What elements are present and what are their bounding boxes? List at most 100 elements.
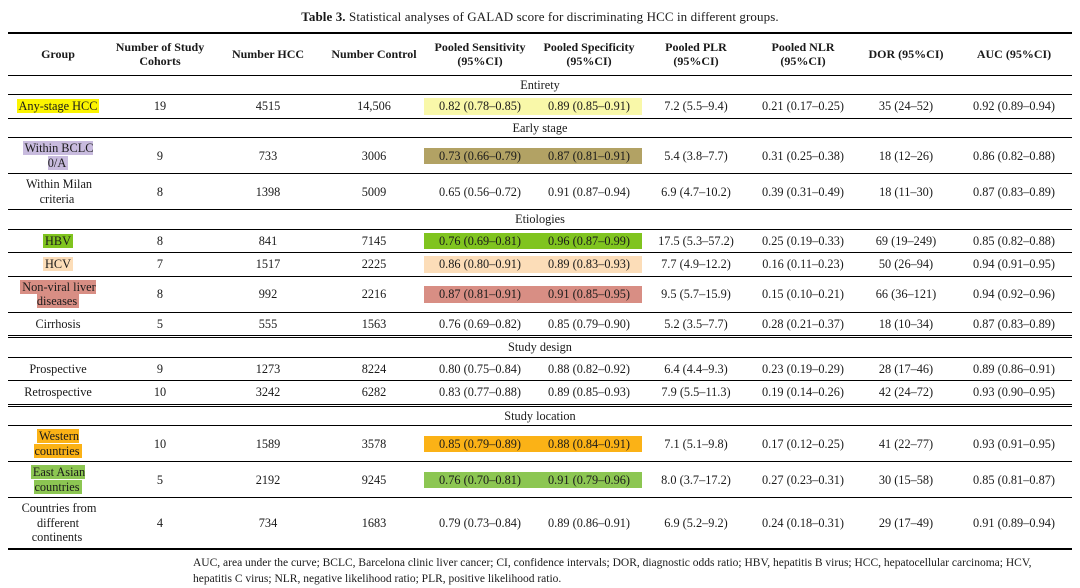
col-header-nlr: Pooled NLR (95%CI)	[750, 31, 856, 76]
cell-auc: 0.86 (0.82–0.88)	[956, 137, 1072, 175]
cell-specificity: 0.89 (0.85–0.91)	[536, 94, 642, 119]
table-row-hbv: HBV 8 841 7145 0.76 (0.69–0.81) 0.96 (0.…	[8, 229, 1072, 254]
cell-specificity: 0.89 (0.85–0.93)	[536, 380, 642, 406]
group-label: Within Milan criteria	[25, 177, 93, 206]
table-row-nonviral: Non-viral liver diseases 8 992 2216 0.87…	[8, 276, 1072, 313]
col-header-control: Number Control	[324, 31, 424, 76]
cell-dor: 28 (17–46)	[856, 357, 956, 382]
cell-dor: 66 (36–121)	[856, 276, 956, 313]
cell-control: 7145	[324, 229, 424, 254]
cell-nlr: 0.15 (0.10–0.21)	[750, 276, 856, 313]
cell-group: Cirrhosis	[8, 312, 108, 338]
cell-specificity: 0.88 (0.84–0.91)	[536, 425, 642, 463]
section-row-entirety: Entirety	[8, 75, 1072, 96]
table-title-text: Statistical analyses of GALAD score for …	[349, 9, 779, 24]
cell-specificity: 0.91 (0.87–0.94)	[536, 173, 642, 211]
table-row-within-bclc: Within BCLC 0/A 9 733 3006 0.73 (0.66–0.…	[8, 137, 1072, 175]
cell-plr: 7.2 (5.5–9.4)	[642, 94, 750, 119]
cell-plr: 6.9 (5.2–9.2)	[642, 497, 750, 550]
cell-sensitivity: 0.65 (0.56–0.72)	[424, 173, 536, 211]
cell-sensitivity: 0.76 (0.70–0.81)	[424, 461, 536, 499]
cell-specificity: 0.89 (0.86–0.91)	[536, 497, 642, 550]
group-label: HCV	[43, 257, 73, 272]
cell-group: HBV	[8, 229, 108, 254]
cell-plr: 6.4 (4.4–9.3)	[642, 357, 750, 382]
cell-dor: 42 (24–72)	[856, 380, 956, 406]
group-label: Non-viral liver diseases	[20, 279, 96, 309]
cell-nlr: 0.16 (0.11–0.23)	[750, 252, 856, 277]
cell-auc: 0.94 (0.92–0.96)	[956, 276, 1072, 313]
cell-dor: 18 (10–34)	[856, 312, 956, 338]
cell-hcc: 992	[212, 276, 324, 313]
cell-auc: 0.89 (0.86–0.91)	[956, 357, 1072, 382]
cell-hcc: 4515	[212, 94, 324, 119]
cell-plr: 5.2 (3.5–7.7)	[642, 312, 750, 338]
col-header-hcc: Number HCC	[212, 31, 324, 76]
col-header-dor: DOR (95%CI)	[856, 31, 956, 76]
cell-auc: 0.94 (0.91–0.95)	[956, 252, 1072, 277]
cell-cohorts: 10	[108, 425, 212, 463]
cell-control: 14,506	[324, 94, 424, 119]
cell-dor: 30 (15–58)	[856, 461, 956, 499]
col-header-group: Group	[8, 31, 108, 76]
cell-hcc: 1398	[212, 173, 324, 211]
cell-dor: 35 (24–52)	[856, 94, 956, 119]
header-row: Group Number of Study Cohorts Number HCC…	[8, 31, 1072, 76]
cell-cohorts: 7	[108, 252, 212, 277]
cell-dor: 18 (11–30)	[856, 173, 956, 211]
cell-group: HCV	[8, 252, 108, 277]
cell-plr: 7.1 (5.1–9.8)	[642, 425, 750, 463]
col-header-plr: Pooled PLR (95%CI)	[642, 31, 750, 76]
cell-auc: 0.93 (0.91–0.95)	[956, 425, 1072, 463]
cell-specificity: 0.91 (0.85–0.95)	[536, 276, 642, 313]
table-row-different-continents: Countries from different continents 4 73…	[8, 497, 1072, 550]
galad-statistics-table: Group Number of Study Cohorts Number HCC…	[8, 31, 1072, 550]
cell-plr: 17.5 (5.3–57.2)	[642, 229, 750, 254]
cell-auc: 0.85 (0.81–0.87)	[956, 461, 1072, 499]
cell-specificity: 0.87 (0.81–0.91)	[536, 137, 642, 175]
cell-nlr: 0.25 (0.19–0.33)	[750, 229, 856, 254]
cell-auc: 0.92 (0.89–0.94)	[956, 94, 1072, 119]
col-header-specificity: Pooled Specificity (95%CI)	[536, 31, 642, 76]
section-label: Entirety	[8, 75, 1072, 96]
cell-dor: 18 (12–26)	[856, 137, 956, 175]
cell-plr: 7.9 (5.5–11.3)	[642, 380, 750, 406]
cell-control: 6282	[324, 380, 424, 406]
cell-plr: 9.5 (5.7–15.9)	[642, 276, 750, 313]
section-label: Early stage	[8, 118, 1072, 139]
cell-group: Prospective	[8, 357, 108, 382]
table-row-retrospective: Retrospective 10 3242 6282 0.83 (0.77–0.…	[8, 380, 1072, 406]
cell-cohorts: 8	[108, 229, 212, 254]
cell-plr: 6.9 (4.7–10.2)	[642, 173, 750, 211]
cell-control: 1563	[324, 312, 424, 338]
cell-sensitivity: 0.73 (0.66–0.79)	[424, 137, 536, 175]
cell-cohorts: 9	[108, 357, 212, 382]
group-label: HBV	[43, 233, 73, 248]
group-label: Prospective	[29, 361, 87, 376]
cell-cohorts: 19	[108, 94, 212, 119]
cell-group: East Asian countries	[8, 461, 108, 499]
cell-auc: 0.87 (0.83–0.89)	[956, 312, 1072, 338]
cell-control: 9245	[324, 461, 424, 499]
table-title-label: Table 3.	[301, 9, 346, 24]
section-row-study-design: Study design	[8, 335, 1072, 358]
cell-sensitivity: 0.76 (0.69–0.82)	[424, 312, 536, 338]
cell-control: 3006	[324, 137, 424, 175]
cell-control: 8224	[324, 357, 424, 382]
cell-specificity: 0.96 (0.87–0.99)	[536, 229, 642, 254]
cell-dor: 29 (17–49)	[856, 497, 956, 550]
group-label: Cirrhosis	[35, 316, 81, 331]
cell-hcc: 2192	[212, 461, 324, 499]
section-row-early-stage: Early stage	[8, 118, 1072, 139]
group-label: Retrospective	[24, 385, 92, 400]
section-row-etiologies: Etiologies	[8, 209, 1072, 230]
cell-dor: 69 (19–249)	[856, 229, 956, 254]
cell-hcc: 734	[212, 497, 324, 550]
cell-group: Within BCLC 0/A	[8, 137, 108, 175]
cell-sensitivity: 0.80 (0.75–0.84)	[424, 357, 536, 382]
cell-control: 3578	[324, 425, 424, 463]
group-label: Any-stage HCC	[16, 99, 100, 114]
cell-group: Retrospective	[8, 380, 108, 406]
cell-cohorts: 8	[108, 276, 212, 313]
cell-group: Western countries	[8, 425, 108, 463]
